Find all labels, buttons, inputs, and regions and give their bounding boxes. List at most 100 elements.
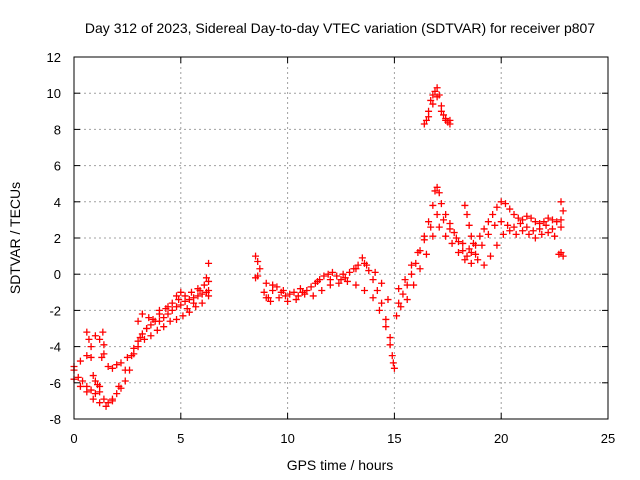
- data-point: [454, 248, 462, 256]
- chart-title: Day 312 of 2023, Sidereal Day-to-day VTE…: [85, 20, 595, 36]
- data-point: [422, 250, 430, 258]
- data-point: [74, 373, 82, 381]
- data-point: [378, 279, 386, 287]
- data-point: [395, 299, 403, 307]
- data-point: [446, 116, 454, 124]
- data-point: [442, 210, 450, 218]
- data-point: [292, 296, 300, 304]
- data-point: [149, 315, 157, 323]
- data-point: [168, 299, 176, 307]
- data-point: [260, 288, 268, 296]
- y-tick-label: 10: [47, 86, 61, 101]
- data-point: [352, 281, 360, 289]
- data-point: [309, 292, 317, 300]
- x-axis-label: GPS time / hours: [287, 457, 394, 473]
- data-point: [79, 377, 87, 385]
- data-point: [108, 364, 116, 372]
- data-point: [273, 283, 281, 291]
- data-point: [512, 230, 520, 238]
- data-point: [301, 290, 309, 298]
- data-point: [467, 232, 475, 240]
- data-point: [130, 344, 138, 352]
- data-point: [489, 210, 497, 218]
- data-point: [104, 399, 112, 407]
- data-point: [393, 312, 401, 320]
- data-point: [382, 323, 390, 331]
- data-point: [375, 306, 383, 314]
- data-point: [501, 200, 509, 208]
- data-point: [164, 303, 172, 311]
- data-point: [506, 205, 514, 213]
- data-point: [346, 268, 354, 276]
- data-point: [442, 115, 450, 123]
- data-point: [459, 247, 467, 255]
- x-tick-label: 20: [494, 431, 508, 446]
- data-point: [399, 290, 407, 298]
- data-point: [160, 314, 168, 322]
- y-tick-label: 4: [54, 195, 61, 210]
- data-point: [429, 91, 437, 99]
- data-point: [358, 254, 366, 262]
- data-point: [429, 232, 437, 240]
- data-point: [497, 218, 505, 226]
- data-point: [198, 299, 206, 307]
- data-point: [478, 241, 486, 249]
- data-point: [390, 364, 398, 372]
- data-point: [538, 230, 546, 238]
- data-point: [196, 286, 204, 294]
- data-point: [83, 352, 91, 360]
- data-point: [461, 201, 469, 209]
- y-tick-label: -2: [49, 303, 61, 318]
- data-point: [108, 397, 116, 405]
- data-point: [294, 292, 302, 300]
- data-point: [100, 395, 108, 403]
- data-point: [262, 279, 270, 287]
- y-tick-label: 12: [47, 50, 61, 65]
- data-point: [544, 229, 552, 237]
- data-point: [262, 294, 270, 302]
- data-point: [425, 113, 433, 121]
- data-point: [354, 261, 362, 269]
- data-point: [557, 223, 565, 231]
- y-tick-label: 0: [54, 267, 61, 282]
- data-point: [480, 261, 488, 269]
- data-point: [136, 334, 144, 342]
- data-point: [459, 239, 467, 247]
- grid-lines: [74, 57, 608, 419]
- data-point: [185, 308, 193, 316]
- data-point: [166, 317, 174, 325]
- data-point: [121, 366, 129, 374]
- data-point: [403, 296, 411, 304]
- data-point: [337, 276, 345, 284]
- data-point: [187, 288, 195, 296]
- data-point: [76, 382, 84, 390]
- x-tick-label: 25: [601, 431, 615, 446]
- data-point: [307, 283, 315, 291]
- data-point: [173, 315, 181, 323]
- data-point: [99, 328, 107, 336]
- data-point: [113, 390, 121, 398]
- data-point: [100, 350, 108, 358]
- y-axis-ticks: -8 -6 -4 -2 0 2 4 6 8 10 12: [47, 50, 608, 427]
- data-point: [352, 265, 360, 273]
- data-point: [540, 218, 548, 226]
- data-point: [519, 227, 527, 235]
- data-point: [284, 297, 292, 305]
- data-point: [491, 221, 499, 229]
- data-point: [472, 250, 480, 258]
- data-point: [205, 292, 213, 300]
- data-point: [192, 303, 200, 311]
- data-point: [403, 281, 411, 289]
- data-point: [104, 363, 112, 371]
- data-point: [205, 277, 213, 285]
- data-point: [369, 294, 377, 302]
- data-point: [147, 332, 155, 340]
- y-tick-label: -4: [49, 340, 61, 355]
- data-point: [433, 183, 441, 191]
- data-point: [516, 220, 524, 228]
- data-point: [378, 299, 386, 307]
- data-point: [386, 334, 394, 342]
- data-point: [401, 276, 409, 284]
- data-point: [463, 252, 471, 260]
- data-point: [128, 352, 136, 360]
